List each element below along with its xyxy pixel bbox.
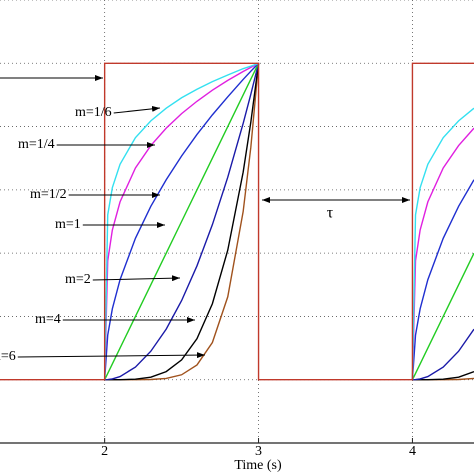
legend-label: m=6: [0, 349, 16, 364]
series-line: [0, 62, 474, 381]
tau-label: τ: [327, 205, 334, 222]
legend-label: m=1/4: [18, 137, 55, 152]
x-tick-label: 3: [255, 444, 262, 459]
x-tick-label: 4: [409, 444, 416, 459]
legend-label: m=1/6: [75, 105, 112, 120]
label-arrow: [92, 275, 181, 282]
legend-label: m=1/2: [30, 187, 67, 202]
series-line: [104, 63, 474, 381]
legend-label: m=1: [55, 217, 81, 232]
label-arrow: [17, 352, 206, 359]
series-line: [104, 63, 474, 381]
series-line: [103, 62, 474, 380]
legend-label: m=4: [35, 312, 61, 327]
series-line: [103, 62, 474, 380]
series-line: [103, 62, 474, 380]
series-line: [104, 63, 474, 381]
series-line: [104, 62, 474, 381]
x-tick-label: 2: [101, 444, 108, 459]
legend-label: m=2: [65, 272, 91, 287]
label-arrow: [113, 105, 161, 114]
x-axis-title: Time (s): [234, 458, 282, 473]
